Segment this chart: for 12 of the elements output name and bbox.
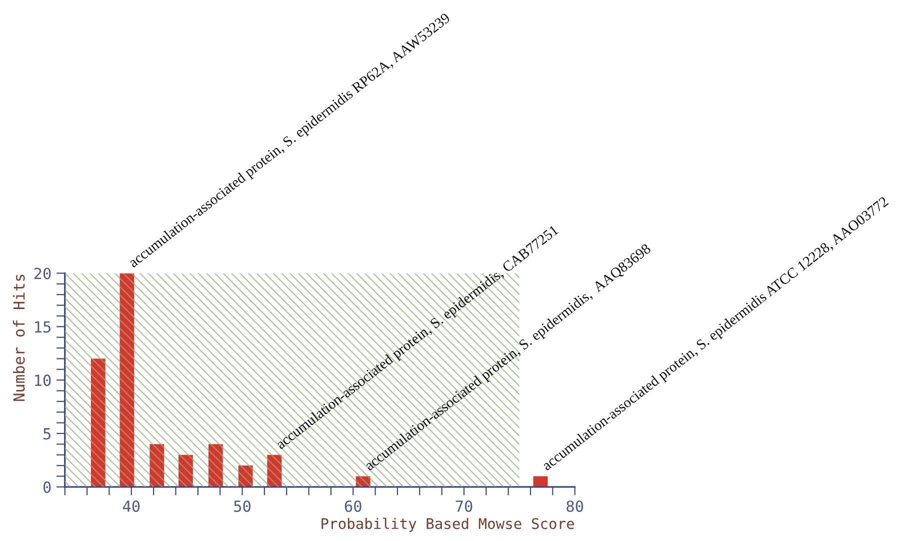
y-axis-title: Number of Hits bbox=[12, 274, 25, 401]
x-tick-label: 70 bbox=[456, 500, 472, 512]
x-tick-label: 40 bbox=[122, 500, 140, 512]
x-tick-label: 60 bbox=[344, 500, 362, 512]
x-tick-label: 50 bbox=[234, 500, 250, 512]
x-axis-title: Probability Based Mowse Score bbox=[322, 518, 574, 532]
y-tick-label: 20 bbox=[34, 268, 51, 280]
y-tick-label: 0 bbox=[43, 481, 51, 493]
x-tick-label: 80 bbox=[566, 500, 584, 512]
y-tick-label: 10 bbox=[35, 374, 51, 386]
y-tick-label: 5 bbox=[44, 428, 50, 440]
y-tick-label: 15 bbox=[35, 321, 50, 333]
